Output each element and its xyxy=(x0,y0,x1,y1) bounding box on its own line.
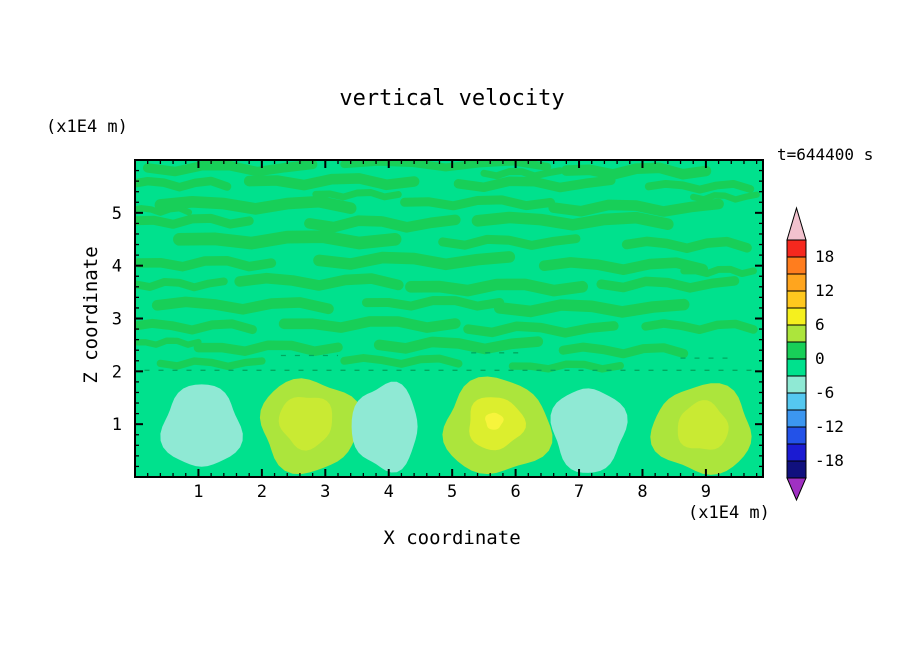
svg-text:7: 7 xyxy=(574,482,584,502)
svg-text:1: 1 xyxy=(193,482,203,502)
colorbar-bottom-arrow xyxy=(786,477,807,502)
svg-text:4: 4 xyxy=(384,482,394,502)
svg-text:1: 1 xyxy=(112,415,122,435)
convective-cell xyxy=(351,381,418,473)
time-annotation: t=644400 s xyxy=(777,145,874,164)
convective-cell xyxy=(550,388,628,473)
svg-text:2: 2 xyxy=(257,482,267,502)
x-axis-label: X coordinate xyxy=(383,527,521,549)
convective-cell xyxy=(160,384,243,467)
svg-text:4: 4 xyxy=(112,257,122,277)
svg-text:9: 9 xyxy=(701,482,711,502)
colorbar-label: 12 xyxy=(815,281,834,300)
svg-text:6: 6 xyxy=(510,482,520,502)
axis-tick-labels: 1 2 3 4 5 6 7 8 9 1 2 3 4 5 xyxy=(112,204,711,502)
svg-text:5: 5 xyxy=(112,204,122,224)
svg-text:5: 5 xyxy=(447,482,457,502)
contour-field xyxy=(135,160,763,477)
colorbar-label: 6 xyxy=(815,315,825,334)
colorbar-label: 0 xyxy=(815,349,825,368)
colorbar-label: -12 xyxy=(815,417,844,436)
chart-title: vertical velocity xyxy=(339,86,565,111)
x-axis-unit: (x1E4 m) xyxy=(688,503,770,523)
svg-text:3: 3 xyxy=(320,482,330,502)
colorbar-label: -18 xyxy=(815,451,844,470)
svg-text:3: 3 xyxy=(112,310,122,330)
colorbar: 18 12 6 0 -6 -12 -18 xyxy=(786,206,844,502)
colorbar-label: 18 xyxy=(815,247,834,266)
svg-text:8: 8 xyxy=(637,482,647,502)
colorbar-label: -6 xyxy=(815,383,834,402)
axis-ticks xyxy=(135,160,763,477)
colorbar-top-arrow xyxy=(786,206,807,241)
y-axis-unit: (x1E4 m) xyxy=(46,117,128,137)
svg-text:2: 2 xyxy=(112,362,122,382)
